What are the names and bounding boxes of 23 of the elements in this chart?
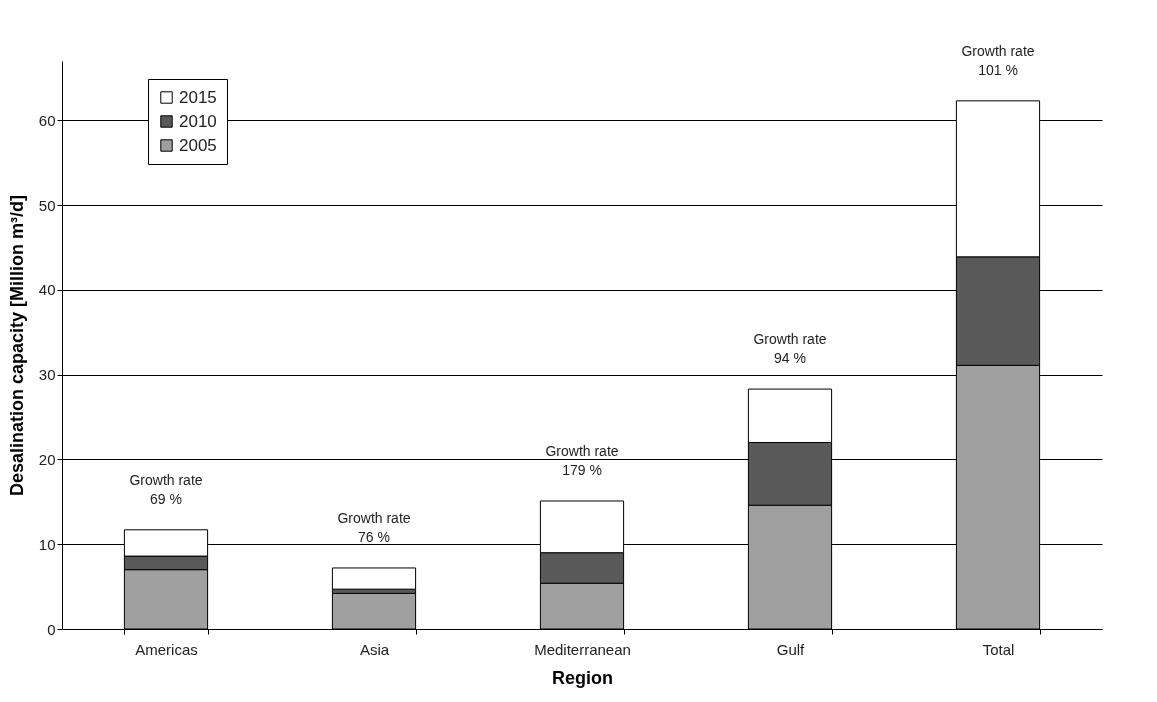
legend-label: 2005 xyxy=(179,135,217,155)
y-tick-label: 0 xyxy=(47,620,56,638)
legend-label: 2015 xyxy=(179,87,217,107)
x-tick-label: Total xyxy=(982,640,1015,658)
annotation: Growth rate 101 % xyxy=(961,42,1035,78)
y-tick-label: 30 xyxy=(38,366,56,384)
y-tick-label: 10 xyxy=(38,535,56,553)
x-axis-title: Region xyxy=(552,667,613,688)
bar xyxy=(331,567,417,590)
y-axis-title: Desalination capacity [Million m³/d] xyxy=(6,194,27,497)
x-tick-label: Americas xyxy=(135,640,198,658)
legend-label: 2010 xyxy=(179,111,217,131)
x-tick-label: Asia xyxy=(359,640,390,658)
annotation: Growth rate 94 % xyxy=(753,331,827,367)
y-tick-label: 50 xyxy=(38,196,56,214)
y-tick-label: 60 xyxy=(38,111,56,129)
x-tick-label: Mediterranean xyxy=(534,640,631,658)
x-tick-label: Gulf xyxy=(776,640,806,658)
annotation: Growth rate 179 % xyxy=(545,442,619,478)
annotation: Growth rate 76 % xyxy=(337,509,411,545)
annotation: Growth rate 69 % xyxy=(129,471,203,507)
y-tick-label: 40 xyxy=(38,281,56,299)
y-tick-label: 20 xyxy=(38,450,56,468)
